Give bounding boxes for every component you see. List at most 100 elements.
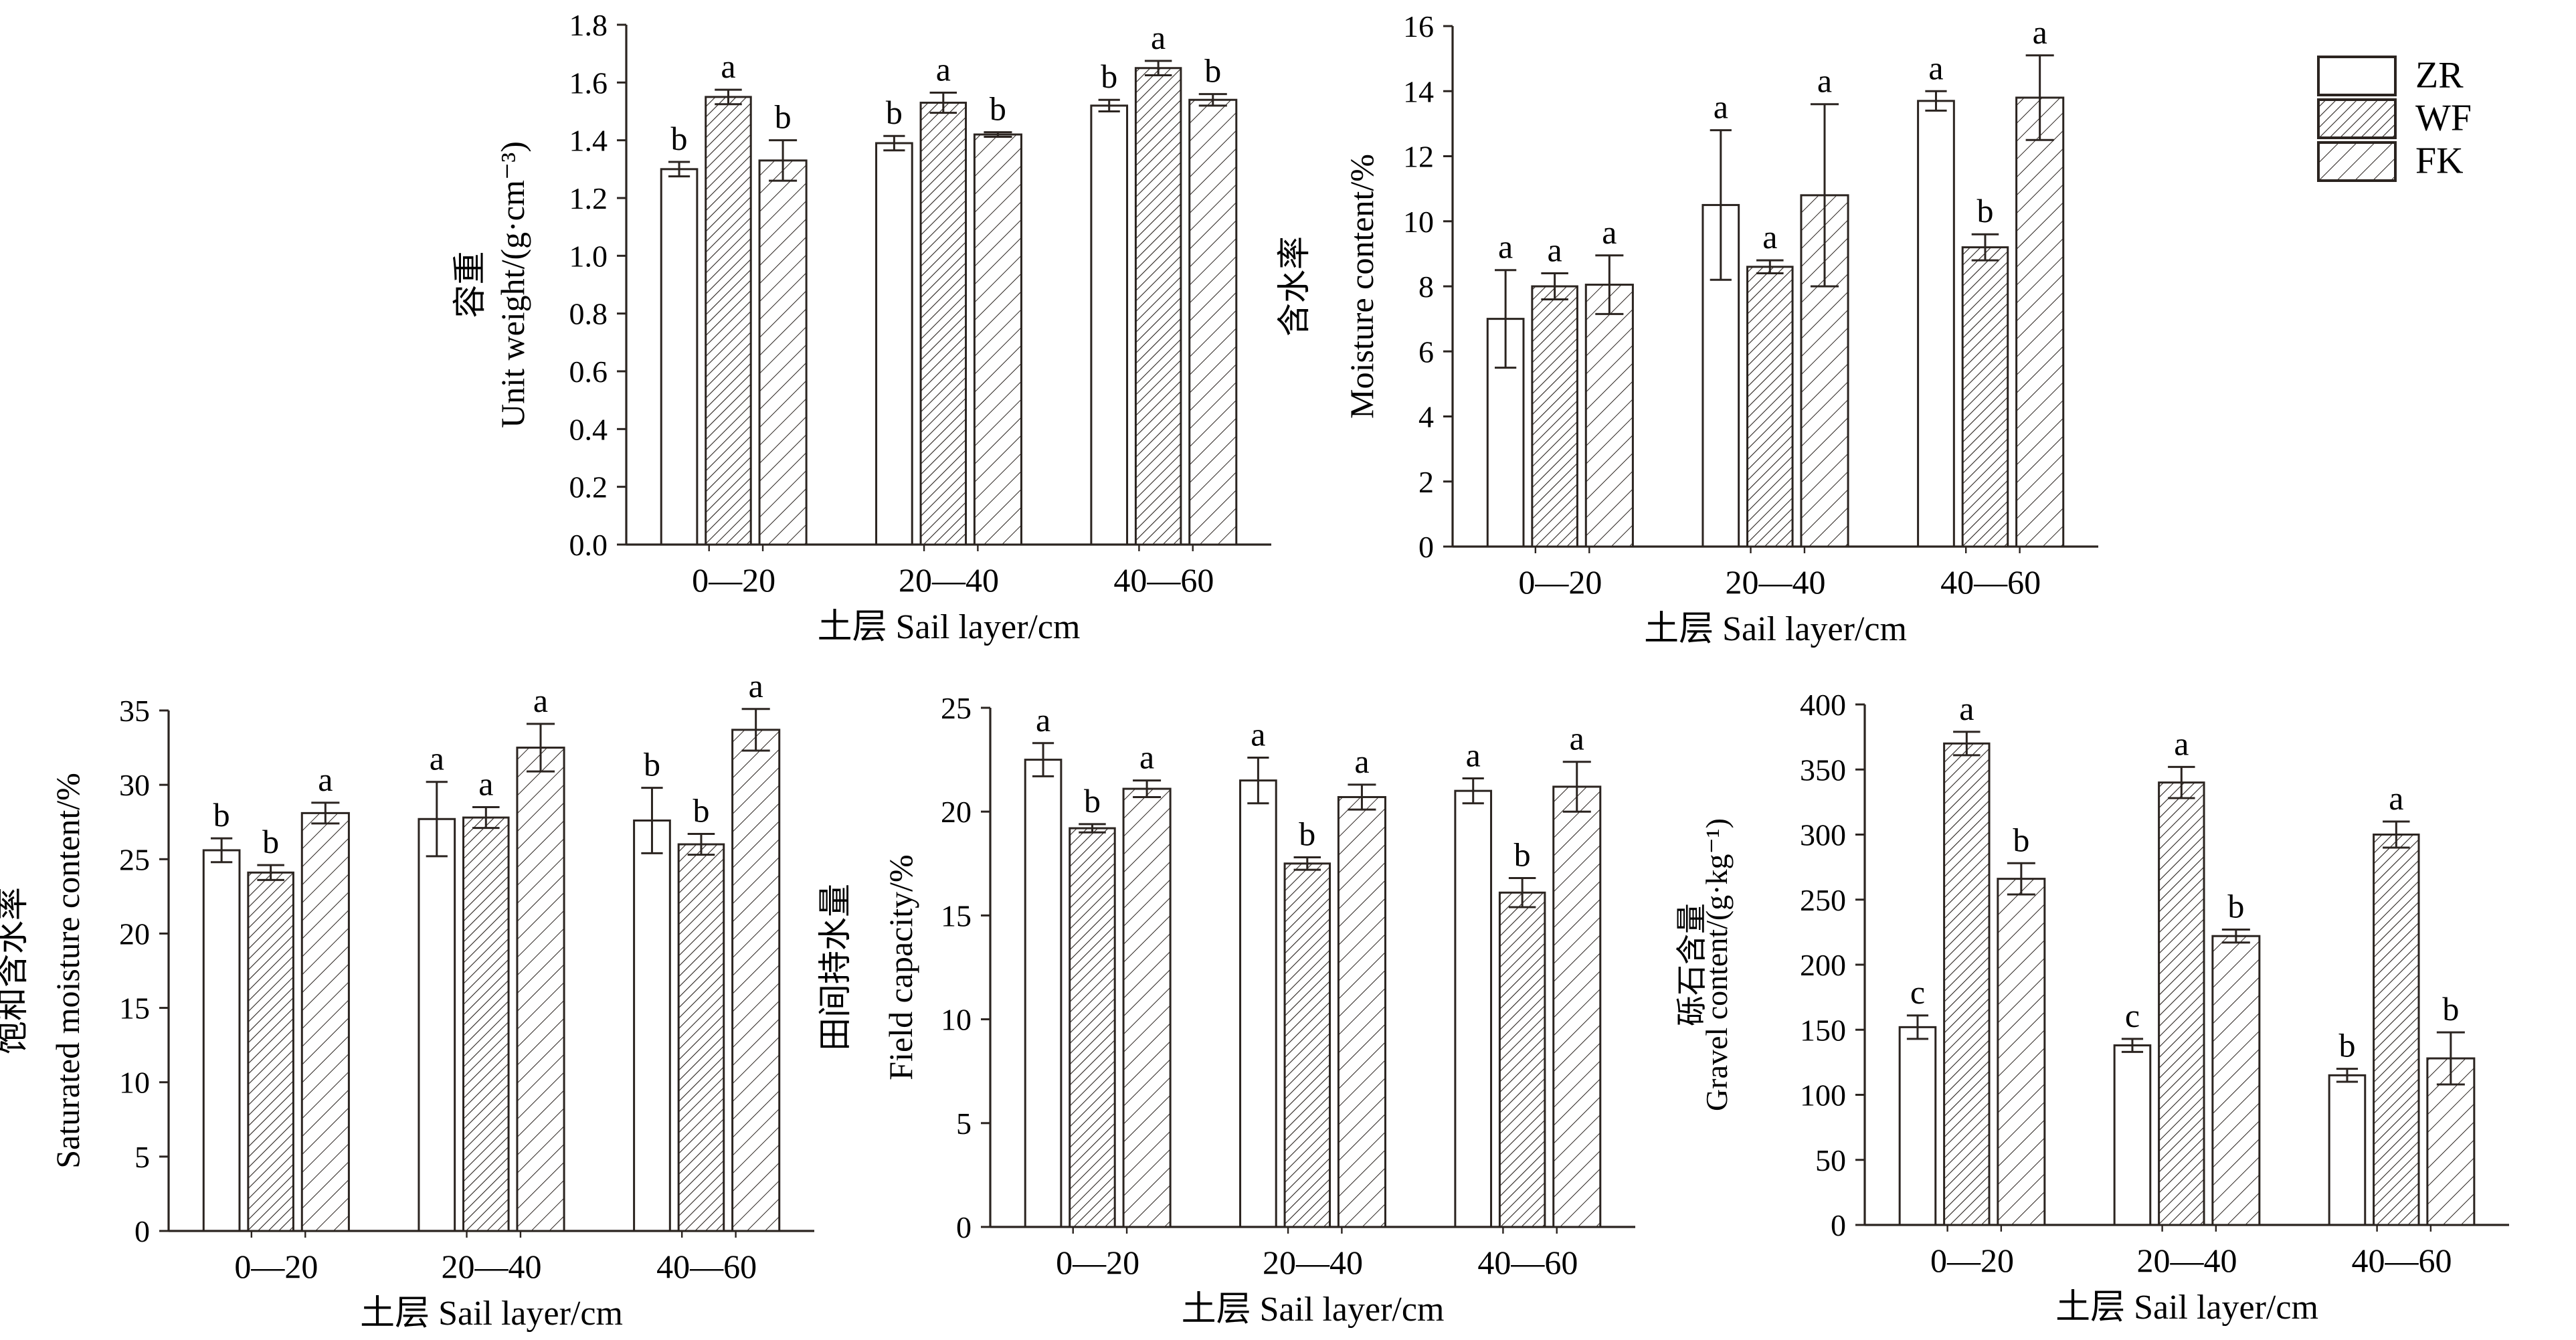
svg-text:a: a (1959, 690, 1974, 727)
svg-text:0.2: 0.2 (569, 470, 608, 504)
svg-text:a: a (1928, 49, 1943, 86)
svg-text:1.4: 1.4 (569, 124, 608, 158)
svg-text:土层 Sail layer/cm: 土层 Sail layer/cm (1182, 1290, 1445, 1329)
svg-text:20—40: 20—40 (442, 1248, 542, 1285)
svg-text:1.2: 1.2 (569, 181, 608, 215)
svg-text:Unit weight/(g·cm⁻³): Unit weight/(g·cm⁻³) (494, 141, 531, 428)
svg-text:土层 Sail layer/cm: 土层 Sail layer/cm (2055, 1288, 2318, 1327)
svg-text:b: b (2442, 990, 2459, 1028)
svg-text:b: b (1204, 52, 1221, 90)
svg-text:b: b (693, 791, 709, 829)
svg-text:350: 350 (1800, 753, 1846, 787)
svg-text:a: a (1762, 218, 1777, 256)
svg-text:Saturated moisture content/%: Saturated moisture content/% (49, 773, 86, 1169)
svg-text:Field capacity/%: Field capacity/% (882, 854, 919, 1080)
svg-text:b: b (1299, 815, 1315, 852)
svg-text:35: 35 (119, 694, 150, 728)
svg-text:40—60: 40—60 (2352, 1242, 2452, 1279)
svg-text:ZR: ZR (2415, 55, 2464, 96)
svg-text:6: 6 (1418, 334, 1434, 369)
svg-text:40—60: 40—60 (1113, 561, 1214, 599)
svg-text:a: a (2389, 779, 2403, 817)
svg-text:40—60: 40—60 (1477, 1244, 1578, 1281)
svg-text:c: c (1910, 973, 1925, 1011)
svg-text:4: 4 (1418, 400, 1434, 434)
svg-text:b: b (886, 94, 903, 131)
svg-text:30: 30 (119, 768, 150, 802)
svg-text:b: b (1514, 836, 1531, 874)
svg-text:b: b (262, 823, 279, 860)
svg-text:16: 16 (1403, 9, 1434, 43)
svg-text:a: a (1036, 701, 1050, 739)
svg-text:0—20: 0—20 (1056, 1244, 1139, 1281)
svg-text:10: 10 (941, 1003, 972, 1037)
svg-text:200: 200 (1800, 948, 1846, 982)
svg-text:10: 10 (1403, 205, 1434, 239)
svg-text:40—60: 40—60 (656, 1248, 757, 1285)
svg-text:b: b (213, 796, 230, 834)
svg-text:a: a (2174, 725, 2189, 762)
svg-text:14: 14 (1403, 74, 1434, 108)
svg-text:土层 Sail layer/cm: 土层 Sail layer/cm (1644, 610, 1907, 648)
svg-text:300: 300 (1800, 818, 1846, 852)
svg-text:a: a (478, 765, 493, 802)
svg-text:a: a (1251, 715, 1265, 753)
svg-text:50: 50 (1815, 1143, 1846, 1177)
svg-text:饱和含水率: 饱和含水率 (0, 887, 31, 1054)
svg-text:250: 250 (1800, 883, 1846, 917)
svg-text:1.6: 1.6 (569, 66, 608, 100)
svg-text:0.6: 0.6 (569, 355, 608, 389)
svg-text:b: b (1084, 782, 1101, 820)
svg-text:0: 0 (134, 1214, 150, 1248)
svg-text:a: a (1714, 88, 1728, 126)
svg-text:a: a (2033, 13, 2047, 51)
svg-text:含水率: 含水率 (1275, 236, 1313, 337)
svg-text:a: a (1354, 743, 1369, 780)
svg-text:5: 5 (134, 1140, 150, 1174)
svg-text:a: a (1151, 19, 1166, 56)
svg-text:b: b (1976, 192, 1993, 229)
svg-text:25: 25 (941, 691, 972, 725)
svg-text:b: b (775, 98, 792, 136)
svg-text:150: 150 (1800, 1013, 1846, 1047)
svg-text:20: 20 (941, 795, 972, 829)
svg-text:Moisture content/%: Moisture content/% (1343, 154, 1380, 419)
svg-text:0: 0 (1831, 1208, 1846, 1242)
svg-text:a: a (533, 682, 548, 719)
svg-text:100: 100 (1800, 1078, 1846, 1113)
svg-text:a: a (749, 667, 763, 704)
svg-text:a: a (318, 761, 333, 798)
svg-text:砾石含量: 砾石含量 (1675, 903, 1709, 1026)
svg-text:0.8: 0.8 (569, 297, 608, 331)
svg-text:0—20: 0—20 (234, 1248, 318, 1285)
svg-text:WF: WF (2415, 98, 2472, 139)
svg-text:b: b (2013, 821, 2029, 858)
svg-text:容重: 容重 (451, 252, 488, 318)
svg-text:20—40: 20—40 (1263, 1244, 1363, 1281)
svg-text:c: c (2125, 997, 2140, 1034)
svg-text:0.4: 0.4 (569, 412, 608, 446)
svg-text:0: 0 (1418, 530, 1434, 564)
svg-text:0—20: 0—20 (1930, 1242, 2014, 1279)
svg-text:20: 20 (119, 917, 150, 951)
svg-text:40—60: 40—60 (1940, 563, 2041, 601)
svg-text:1.0: 1.0 (569, 239, 608, 273)
svg-text:a: a (1466, 737, 1481, 774)
svg-text:1.8: 1.8 (569, 8, 608, 42)
svg-text:20—40: 20—40 (1726, 563, 1826, 601)
svg-text:a: a (721, 47, 735, 85)
svg-text:FK: FK (2415, 140, 2464, 182)
svg-text:b: b (1101, 58, 1117, 95)
svg-text:b: b (2227, 887, 2244, 925)
svg-text:0: 0 (956, 1210, 972, 1244)
svg-text:a: a (1602, 213, 1617, 251)
svg-text:20—40: 20—40 (899, 561, 999, 599)
svg-text:a: a (1139, 739, 1154, 776)
svg-text:0—20: 0—20 (1518, 563, 1602, 601)
svg-text:a: a (1498, 228, 1513, 266)
svg-text:土层 Sail layer/cm: 土层 Sail layer/cm (360, 1295, 623, 1333)
svg-text:5: 5 (956, 1107, 972, 1141)
svg-text:400: 400 (1800, 688, 1846, 722)
svg-text:a: a (1548, 231, 1562, 269)
svg-text:b: b (644, 746, 660, 783)
